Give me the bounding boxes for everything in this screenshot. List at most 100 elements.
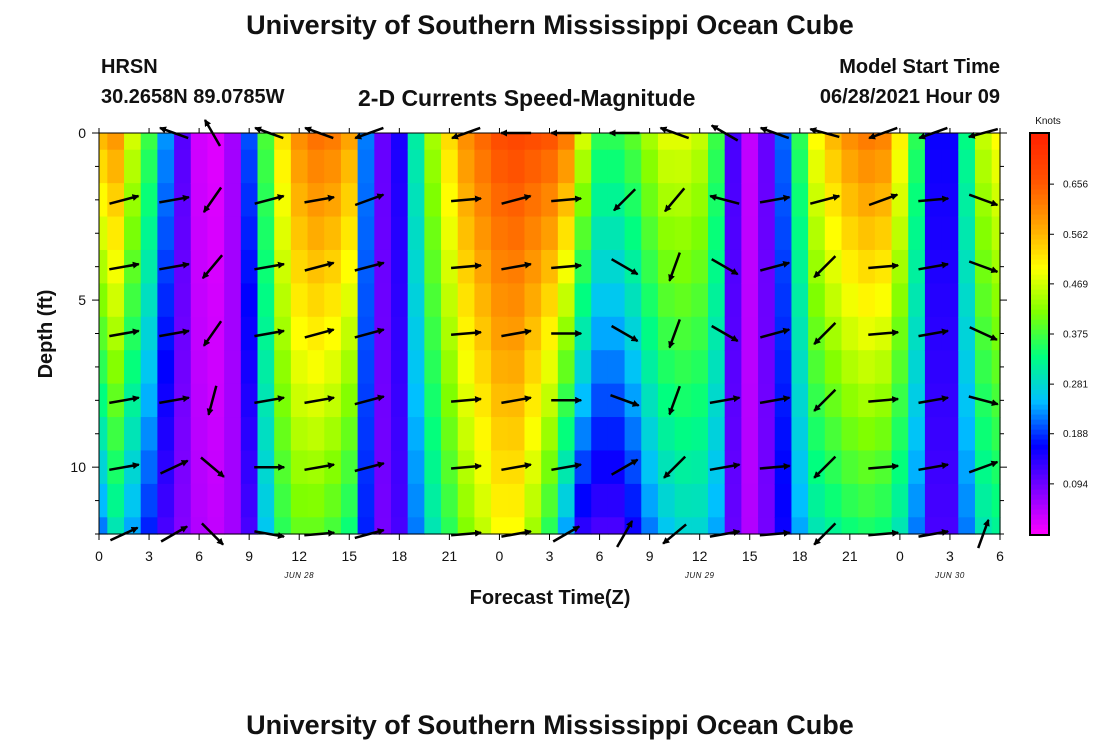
- colorbar-swatch: [1031, 514, 1048, 520]
- heatmap-cell: [574, 283, 592, 318]
- heatmap-cell: [624, 316, 642, 351]
- heatmap-cell: [991, 417, 1001, 452]
- heatmap-cell: [290, 133, 309, 151]
- heatmap-cell: [841, 249, 859, 284]
- current-vector: [354, 193, 385, 207]
- heatmap-cell: [324, 183, 342, 218]
- colorbar-swatch: [1031, 304, 1048, 310]
- heatmap-cell: [958, 517, 976, 535]
- heatmap-cell: [274, 183, 292, 218]
- current-vector: [450, 195, 482, 203]
- current-vector: [354, 461, 385, 473]
- heatmap-cell: [407, 183, 425, 218]
- current-vector: [711, 258, 739, 276]
- colorbar-swatch: [1031, 169, 1048, 175]
- heatmap-cell: [340, 149, 359, 184]
- y-tick-label: 0: [78, 125, 86, 141]
- x-tick-label: 6: [195, 548, 203, 564]
- colorbar-swatch: [1031, 194, 1048, 200]
- colorbar-swatch: [1031, 199, 1048, 205]
- heatmap-cell: [958, 149, 976, 184]
- heatmap-cell: [891, 316, 909, 351]
- colorbar-swatch: [1031, 379, 1048, 385]
- heatmap-cell: [290, 417, 309, 452]
- heatmap-cell: [541, 249, 559, 284]
- heatmap-cell: [574, 483, 592, 518]
- heatmap-cell: [491, 517, 509, 535]
- heatmap-cell: [374, 149, 392, 184]
- heatmap-cell: [374, 450, 392, 485]
- x-tick-label: 6: [996, 548, 1004, 564]
- heatmap-cell: [741, 216, 759, 251]
- heatmap-cell: [841, 383, 859, 418]
- heatmap-cell: [324, 383, 342, 418]
- x-tick-label: 0: [95, 548, 103, 564]
- heatmap-cell: [791, 149, 809, 184]
- heatmap-cell: [924, 133, 943, 151]
- heatmap-cell: [274, 383, 292, 418]
- heatmap-cell: [207, 316, 225, 351]
- colorbar-swatch: [1031, 284, 1048, 290]
- heatmap-cell: [674, 483, 692, 518]
- heatmap-cell: [874, 283, 893, 318]
- colorbar-swatch: [1031, 234, 1048, 240]
- heatmap-cell: [657, 483, 676, 518]
- heatmap-cell: [874, 350, 893, 385]
- heatmap-cell: [991, 517, 1001, 535]
- heatmap-cell: [524, 283, 542, 318]
- current-vector: [664, 187, 686, 213]
- heatmap-cell: [891, 149, 909, 184]
- heatmap-cell: [441, 316, 459, 351]
- heatmap-cell: [824, 417, 843, 452]
- heatmap-cell: [874, 483, 893, 518]
- heatmap-cell: [407, 417, 425, 452]
- heatmap-cell: [941, 216, 959, 251]
- heatmap-cell: [557, 149, 576, 184]
- colorbar-swatch: [1031, 329, 1048, 335]
- colorbar-swatch: [1031, 224, 1048, 230]
- heatmap-cell: [591, 216, 609, 251]
- heatmap-cell: [507, 133, 526, 151]
- heatmap-cell: [991, 450, 1001, 485]
- heatmap-cell: [441, 383, 459, 418]
- heatmap-cell: [941, 417, 959, 452]
- y-axis-title: Depth (ft): [35, 290, 57, 379]
- heatmap-cell: [657, 283, 676, 318]
- colorbar-swatch: [1031, 309, 1048, 315]
- heatmap-cell: [507, 216, 526, 251]
- heatmap-cell: [340, 517, 359, 535]
- heatmap-cell: [190, 133, 209, 151]
- heatmap-cell: [624, 350, 642, 385]
- heatmap-cell: [174, 350, 192, 385]
- heatmap-cell: [708, 133, 726, 151]
- heatmap-cell: [290, 183, 309, 218]
- heatmap-cell: [407, 249, 425, 284]
- x-tick-label: 3: [145, 548, 153, 564]
- heatmap-cell: [357, 216, 375, 251]
- heatmap-cell: [991, 316, 1001, 351]
- current-vector: [968, 460, 999, 474]
- heatmap-cell: [941, 483, 959, 518]
- heatmap-cell: [390, 383, 409, 418]
- current-vector: [501, 261, 532, 271]
- heatmap-cell: [758, 417, 776, 452]
- colorbar-swatch: [1031, 204, 1048, 210]
- heatmap-cell: [240, 149, 259, 184]
- heatmap-cell: [808, 350, 826, 385]
- current-vector: [501, 462, 532, 472]
- heatmap-cell: [240, 183, 259, 218]
- heatmap-cell: [624, 283, 642, 318]
- heatmap-cell: [491, 450, 509, 485]
- model-start-value: 06/28/2021 Hour 09: [819, 86, 1000, 108]
- heatmap-cell: [574, 383, 592, 418]
- heatmap-cell: [390, 183, 409, 218]
- x-tick-label: 18: [392, 548, 408, 564]
- heatmap-cell: [691, 133, 709, 151]
- current-vector: [968, 193, 999, 207]
- heatmap-cell: [891, 216, 909, 251]
- colorbar-swatch: [1031, 134, 1048, 140]
- current-vector: [918, 261, 949, 271]
- heatmap-cell: [224, 149, 242, 184]
- heatmap-cell: [224, 483, 242, 518]
- heatmap-cell: [424, 133, 442, 151]
